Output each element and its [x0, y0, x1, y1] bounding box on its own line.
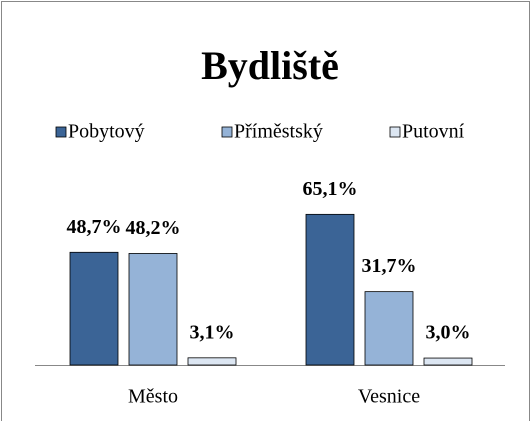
- chart-title: Bydliště: [201, 43, 339, 88]
- bar: [364, 291, 414, 366]
- legend-label: Příměstský: [234, 121, 323, 143]
- bar: [423, 357, 473, 366]
- data-label: 48,7%: [67, 216, 122, 238]
- data-label: 3,1%: [190, 321, 235, 343]
- x-tick-label: Vesnice: [358, 386, 420, 408]
- legend-label: Pobytový: [68, 121, 145, 143]
- legend-swatch: [55, 126, 67, 138]
- x-tick-label: Město: [128, 386, 178, 408]
- data-label: 48,2%: [126, 217, 181, 239]
- bar: [69, 251, 119, 366]
- data-label: 65,1%: [303, 178, 358, 200]
- legend-swatch: [221, 126, 233, 138]
- bar: [128, 253, 178, 366]
- bar: [187, 357, 237, 366]
- data-label: 3,0%: [426, 322, 471, 344]
- bar: [305, 213, 355, 366]
- legend-swatch: [389, 126, 401, 138]
- legend-label: Putovní: [402, 121, 465, 143]
- data-label: 31,7%: [362, 255, 417, 277]
